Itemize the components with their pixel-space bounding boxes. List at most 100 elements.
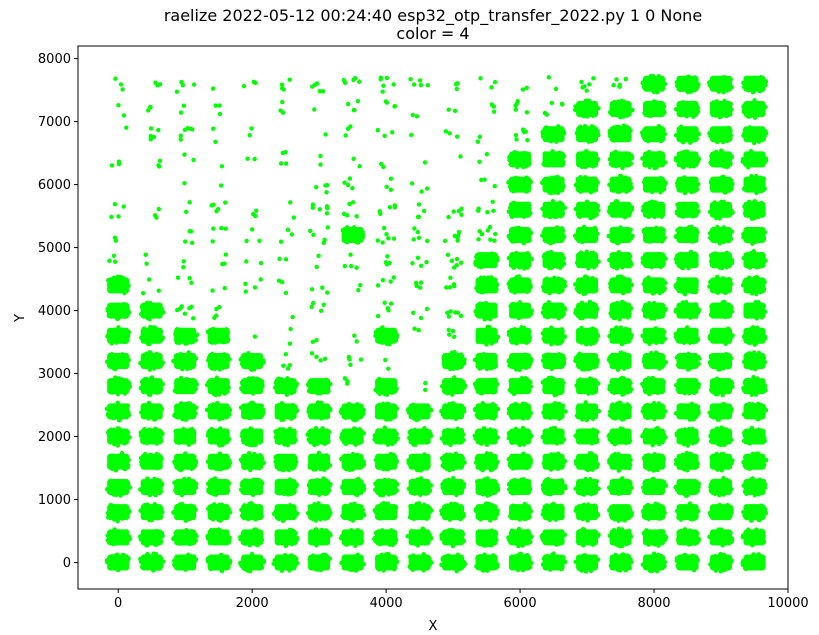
data-point (625, 177, 631, 182)
data-point (393, 458, 399, 463)
data-point (709, 84, 714, 89)
data-point (488, 518, 493, 523)
data-point (126, 412, 132, 418)
data-point (743, 135, 748, 141)
data-point (250, 376, 256, 381)
data-point (573, 358, 578, 364)
data-point (756, 138, 762, 144)
data-point (342, 428, 348, 433)
data-point (762, 309, 768, 314)
data-point (385, 254, 390, 259)
data-point (762, 279, 767, 285)
data-point (276, 504, 282, 509)
data-point (583, 400, 588, 405)
data-point (763, 258, 768, 263)
data-point (174, 89, 180, 94)
data-point (360, 235, 366, 240)
data-point (751, 350, 757, 355)
data-point (373, 333, 378, 339)
data-point (351, 417, 356, 422)
data-point (495, 435, 500, 440)
data-point (477, 159, 482, 165)
data-point (387, 260, 392, 266)
data-point (619, 517, 625, 522)
data-point (372, 433, 377, 438)
data-point (457, 440, 463, 445)
data-point (523, 402, 529, 407)
data-point (182, 476, 187, 482)
data-point (347, 201, 352, 207)
data-point (590, 113, 596, 119)
data-point (461, 484, 466, 490)
data-point (560, 463, 565, 469)
data-point (286, 467, 292, 473)
data-point (692, 516, 697, 521)
cluster-point (542, 252, 565, 269)
data-point (350, 200, 356, 205)
data-point (758, 188, 764, 194)
data-point (293, 437, 298, 443)
data-point (343, 415, 348, 420)
data-point (709, 438, 715, 444)
data-point (675, 79, 680, 84)
data-point (317, 89, 322, 94)
data-point (318, 153, 323, 159)
data-point (621, 276, 627, 281)
data-point (540, 434, 545, 440)
data-point (658, 226, 664, 231)
data-point (617, 317, 622, 322)
data-point (713, 568, 719, 573)
data-point (582, 527, 587, 532)
data-point (219, 568, 225, 574)
data-point (477, 229, 482, 234)
data-point (453, 310, 458, 315)
data-point (259, 564, 265, 570)
data-point (240, 430, 245, 436)
data-point (451, 466, 456, 472)
data-point (480, 290, 486, 295)
data-point (118, 82, 124, 87)
data-point (416, 417, 421, 422)
data-point (372, 437, 377, 442)
data-point (711, 126, 717, 131)
data-point (625, 454, 631, 459)
data-point (579, 239, 585, 245)
data-point (520, 567, 526, 573)
data-point (450, 401, 455, 406)
data-point (641, 84, 646, 90)
data-point (643, 429, 648, 434)
data-point (722, 98, 727, 104)
data-point (373, 487, 378, 492)
cluster-point (609, 151, 632, 168)
data-point (492, 238, 497, 243)
data-point (358, 357, 364, 362)
data-point (273, 429, 278, 434)
data-point (184, 376, 189, 382)
data-point (689, 289, 695, 295)
data-point (557, 478, 562, 484)
data-point (761, 303, 767, 309)
data-point (715, 528, 720, 533)
data-point (324, 377, 329, 383)
data-point (592, 554, 597, 559)
data-point (420, 526, 425, 531)
data-point (209, 366, 215, 371)
data-point (379, 161, 384, 167)
data-point (443, 378, 448, 383)
data-point (288, 491, 294, 496)
data-point (694, 204, 700, 209)
data-point (758, 88, 764, 94)
cluster-point (375, 478, 398, 495)
data-point (307, 490, 313, 495)
data-point (619, 98, 624, 104)
data-point (339, 435, 344, 440)
data-point (455, 426, 460, 431)
data-point (124, 125, 129, 130)
y-tick-label: 8000 (38, 52, 71, 67)
data-point (160, 482, 165, 487)
data-point (451, 366, 457, 371)
data-point (113, 468, 119, 473)
data-point (210, 86, 216, 91)
data-point (646, 302, 651, 307)
data-point (451, 265, 457, 270)
